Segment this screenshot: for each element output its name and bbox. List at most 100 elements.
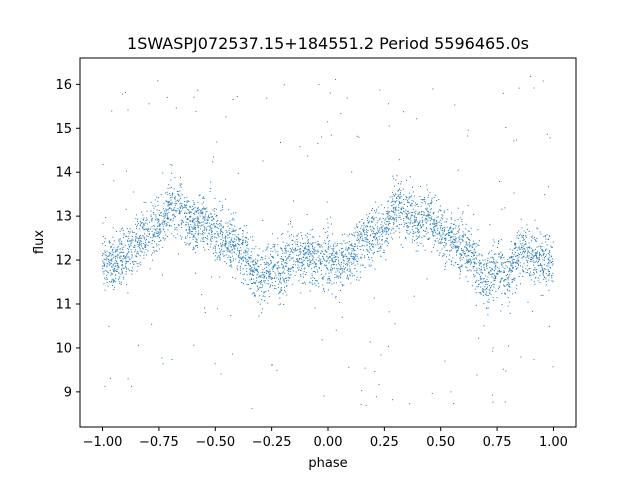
data-point	[148, 103, 150, 105]
data-point	[280, 289, 282, 291]
data-point	[376, 251, 378, 252]
data-point	[489, 261, 491, 263]
data-point	[174, 204, 176, 206]
data-point	[318, 255, 320, 257]
data-point	[229, 261, 231, 263]
data-point	[124, 244, 126, 246]
data-point	[535, 253, 537, 255]
data-point	[267, 263, 269, 265]
data-point	[245, 262, 247, 264]
data-point	[116, 249, 118, 251]
data-point	[441, 239, 443, 241]
data-point	[171, 196, 173, 198]
data-point	[406, 199, 408, 201]
data-point	[530, 274, 532, 276]
data-point	[293, 235, 295, 237]
data-point	[119, 230, 121, 232]
data-point	[225, 222, 227, 224]
data-point	[504, 268, 506, 270]
data-point	[193, 222, 195, 224]
data-point	[251, 278, 252, 280]
data-point	[527, 260, 529, 262]
data-point	[462, 235, 464, 237]
data-point	[197, 226, 199, 228]
data-point	[360, 257, 362, 259]
data-point	[292, 257, 294, 259]
data-point	[378, 383, 380, 385]
data-point	[463, 253, 465, 254]
data-point	[484, 286, 486, 288]
data-point	[128, 231, 130, 232]
data-point	[235, 243, 237, 245]
data-point	[392, 210, 394, 212]
data-point	[186, 218, 188, 220]
data-point	[303, 257, 305, 258]
data-point	[326, 218, 328, 220]
data-point	[463, 251, 465, 253]
data-point	[123, 251, 125, 253]
data-point	[460, 242, 462, 243]
data-point	[379, 247, 381, 249]
data-point	[190, 216, 192, 218]
data-point	[246, 245, 247, 246]
data-point	[412, 186, 413, 188]
data-point	[379, 250, 381, 252]
data-point	[111, 266, 113, 268]
data-point	[445, 239, 446, 241]
data-point	[412, 212, 414, 213]
data-point	[424, 230, 426, 232]
data-point	[240, 258, 242, 260]
data-point	[374, 236, 376, 238]
data-point	[139, 241, 141, 243]
data-point	[331, 258, 333, 260]
data-point	[143, 223, 145, 224]
data-point	[417, 236, 419, 238]
data-point	[379, 229, 381, 231]
data-point	[428, 211, 429, 213]
data-point	[190, 215, 192, 217]
data-point	[274, 272, 276, 274]
data-point	[383, 227, 385, 229]
data-point	[285, 245, 286, 247]
data-point	[393, 211, 394, 213]
data-point	[551, 246, 553, 248]
data-point	[375, 201, 377, 203]
data-point	[436, 250, 438, 252]
data-point	[153, 228, 155, 230]
data-point	[379, 89, 381, 91]
data-point	[204, 208, 206, 210]
data-point	[381, 235, 383, 237]
data-point	[366, 239, 368, 241]
data-point	[269, 286, 271, 288]
data-point	[338, 268, 340, 270]
data-point	[307, 254, 309, 255]
x-tick-label: 0.50	[426, 435, 455, 450]
data-point	[454, 104, 456, 106]
data-point	[321, 246, 323, 248]
data-point	[406, 226, 408, 228]
data-point	[412, 231, 414, 233]
data-point	[181, 194, 183, 196]
data-point	[202, 212, 204, 214]
data-point	[548, 325, 550, 327]
data-point	[245, 241, 247, 243]
data-point	[520, 356, 522, 358]
data-point	[373, 233, 375, 235]
data-point	[114, 262, 116, 264]
data-point	[523, 238, 525, 240]
data-point	[416, 242, 418, 244]
data-point	[281, 273, 283, 274]
data-point	[335, 245, 337, 247]
data-point	[350, 255, 352, 257]
data-point	[392, 217, 394, 219]
data-point	[201, 203, 203, 205]
data-point	[396, 198, 398, 200]
data-point	[174, 207, 176, 209]
data-point	[456, 233, 458, 235]
data-point	[409, 176, 411, 178]
data-point	[144, 245, 146, 247]
data-point	[358, 242, 360, 244]
data-point	[109, 253, 111, 255]
data-point	[165, 210, 167, 212]
data-point	[284, 286, 285, 288]
